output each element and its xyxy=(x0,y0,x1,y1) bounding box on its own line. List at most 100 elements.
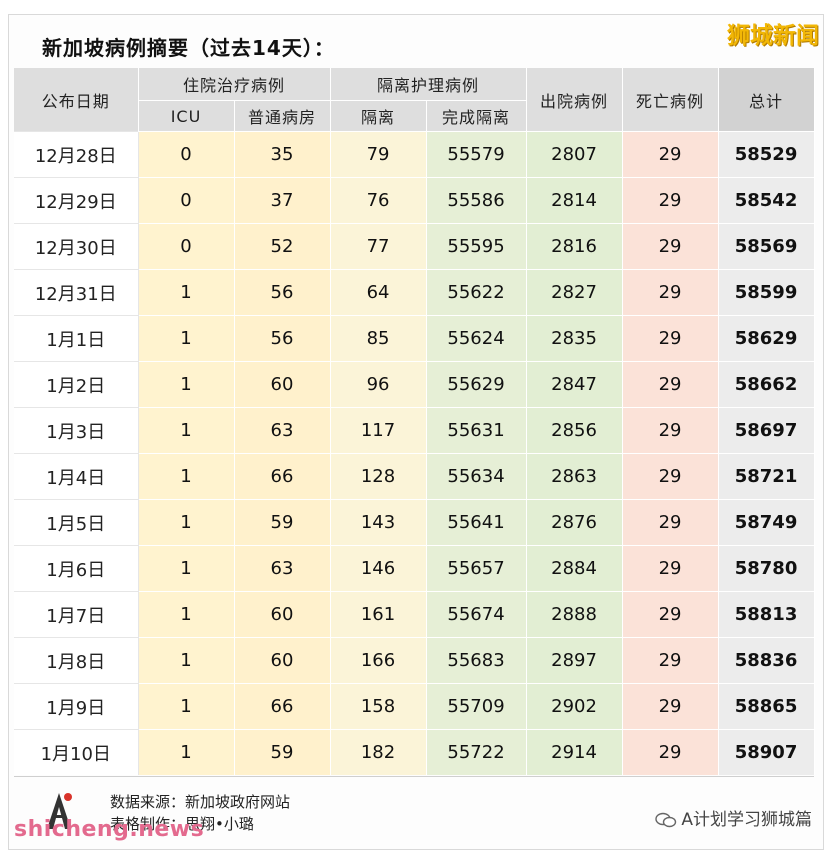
cell-total: 58749 xyxy=(718,499,815,546)
cell-date: 12月31日 xyxy=(14,269,139,316)
watermark-account-text: A计划学习狮城篇 xyxy=(681,810,812,830)
cell-isolation: 166 xyxy=(330,637,427,684)
header-completed: 完成隔离 xyxy=(426,100,527,132)
header-ward: 普通病房 xyxy=(234,100,331,132)
cell-deaths: 29 xyxy=(622,131,719,178)
header-deaths: 死亡病例 xyxy=(622,68,719,132)
made-by-text: 表格制作：思翔•小璐 xyxy=(110,815,254,833)
cell-deaths: 29 xyxy=(622,361,719,408)
wechat-icon xyxy=(655,812,677,828)
cell-total: 58865 xyxy=(718,683,815,730)
cell-ward: 56 xyxy=(234,315,331,362)
cell-discharged: 2902 xyxy=(526,683,623,730)
cell-date: 1月2日 xyxy=(14,361,139,408)
cell-icu: 1 xyxy=(138,499,235,546)
cell-deaths: 29 xyxy=(622,453,719,500)
cell-ward: 66 xyxy=(234,683,331,730)
cell-total: 58662 xyxy=(718,361,815,408)
cell-discharged: 2888 xyxy=(526,591,623,638)
tower-logo-icon xyxy=(47,793,72,829)
cell-deaths: 29 xyxy=(622,637,719,684)
cell-completed: 55586 xyxy=(426,177,527,224)
cell-completed: 55622 xyxy=(426,269,527,316)
cell-ward: 63 xyxy=(234,407,331,454)
cell-isolation: 85 xyxy=(330,315,427,362)
cell-isolation: 96 xyxy=(330,361,427,408)
header-isolation: 隔离 xyxy=(330,100,427,132)
cell-ward: 66 xyxy=(234,453,331,500)
cell-icu: 1 xyxy=(138,453,235,500)
footer: 数据来源：新加坡政府网站 表格制作：思翔•小璐 shicheng.news A计… xyxy=(14,776,814,845)
cell-date: 1月5日 xyxy=(14,499,139,546)
cell-completed: 55657 xyxy=(426,545,527,592)
cell-total: 58697 xyxy=(718,407,815,454)
cell-isolation: 64 xyxy=(330,269,427,316)
cell-completed: 55722 xyxy=(426,729,527,775)
cell-icu: 0 xyxy=(138,223,235,270)
header-total: 总计 xyxy=(718,68,815,132)
cell-completed: 55709 xyxy=(426,683,527,730)
cell-completed: 55579 xyxy=(426,131,527,178)
header-icu: ICU xyxy=(138,100,235,132)
cell-discharged: 2876 xyxy=(526,499,623,546)
cell-completed: 55631 xyxy=(426,407,527,454)
cell-deaths: 29 xyxy=(622,315,719,362)
cell-date: 12月29日 xyxy=(14,177,139,224)
cell-total: 58813 xyxy=(718,591,815,638)
cell-date: 1月7日 xyxy=(14,591,139,638)
cell-deaths: 29 xyxy=(622,591,719,638)
cell-icu: 0 xyxy=(138,177,235,224)
cell-icu: 1 xyxy=(138,269,235,316)
cell-total: 58629 xyxy=(718,315,815,362)
cell-discharged: 2835 xyxy=(526,315,623,362)
header-date: 公布日期 xyxy=(14,68,139,132)
cell-ward: 56 xyxy=(234,269,331,316)
cell-completed: 55634 xyxy=(426,453,527,500)
cell-deaths: 29 xyxy=(622,177,719,224)
cell-ward: 60 xyxy=(234,361,331,408)
table-row: 1月5日 1 59 143 55641 2876 29 58749 xyxy=(14,499,815,546)
table-row: 1月6日 1 63 146 55657 2884 29 58780 xyxy=(14,545,815,592)
cell-total: 58542 xyxy=(718,177,815,224)
cell-icu: 1 xyxy=(138,683,235,730)
cell-deaths: 29 xyxy=(622,683,719,730)
table-row: 12月30日 0 52 77 55595 2816 29 58569 xyxy=(14,223,815,270)
table-row: 1月8日 1 60 166 55683 2897 29 58836 xyxy=(14,637,815,684)
cell-ward: 63 xyxy=(234,545,331,592)
watermark-account: A计划学习狮城篇 xyxy=(655,805,812,830)
table-row: 1月7日 1 60 161 55674 2888 29 58813 xyxy=(14,591,815,638)
table-row: 12月28日 0 35 79 55579 2807 29 58529 xyxy=(14,131,815,178)
cell-date: 1月3日 xyxy=(14,407,139,454)
cell-icu: 1 xyxy=(138,545,235,592)
cell-deaths: 29 xyxy=(622,729,719,775)
table-row: 1月4日 1 66 128 55634 2863 29 58721 xyxy=(14,453,815,500)
cell-discharged: 2897 xyxy=(526,637,623,684)
cell-date: 1月4日 xyxy=(14,453,139,500)
cell-deaths: 29 xyxy=(622,545,719,592)
cell-deaths: 29 xyxy=(622,499,719,546)
cell-date: 1月1日 xyxy=(14,315,139,362)
cell-isolation: 161 xyxy=(330,591,427,638)
cell-isolation: 128 xyxy=(330,453,427,500)
cell-total: 58529 xyxy=(718,131,815,178)
cell-discharged: 2827 xyxy=(526,269,623,316)
cell-icu: 0 xyxy=(138,131,235,178)
cell-total: 58721 xyxy=(718,453,815,500)
cell-discharged: 2847 xyxy=(526,361,623,408)
page-title: 新加坡病例摘要（过去14天）： xyxy=(42,36,335,60)
cell-date: 12月30日 xyxy=(14,223,139,270)
cell-completed: 55641 xyxy=(426,499,527,546)
header-hospital-group: 住院治疗病例 xyxy=(138,68,331,101)
cell-discharged: 2807 xyxy=(526,131,623,178)
cell-date: 1月10日 xyxy=(14,729,139,775)
table-row: 1月2日 1 60 96 55629 2847 29 58662 xyxy=(14,361,815,408)
cell-ward: 37 xyxy=(234,177,331,224)
table-row: 1月9日 1 66 158 55709 2902 29 58865 xyxy=(14,683,815,730)
cell-date: 1月6日 xyxy=(14,545,139,592)
cell-isolation: 143 xyxy=(330,499,427,546)
table-row: 1月10日 1 59 182 55722 2914 29 58907 xyxy=(14,729,815,775)
cell-date: 1月9日 xyxy=(14,683,139,730)
cell-deaths: 29 xyxy=(622,407,719,454)
cell-isolation: 77 xyxy=(330,223,427,270)
header-isolation-group: 隔离护理病例 xyxy=(330,68,527,101)
